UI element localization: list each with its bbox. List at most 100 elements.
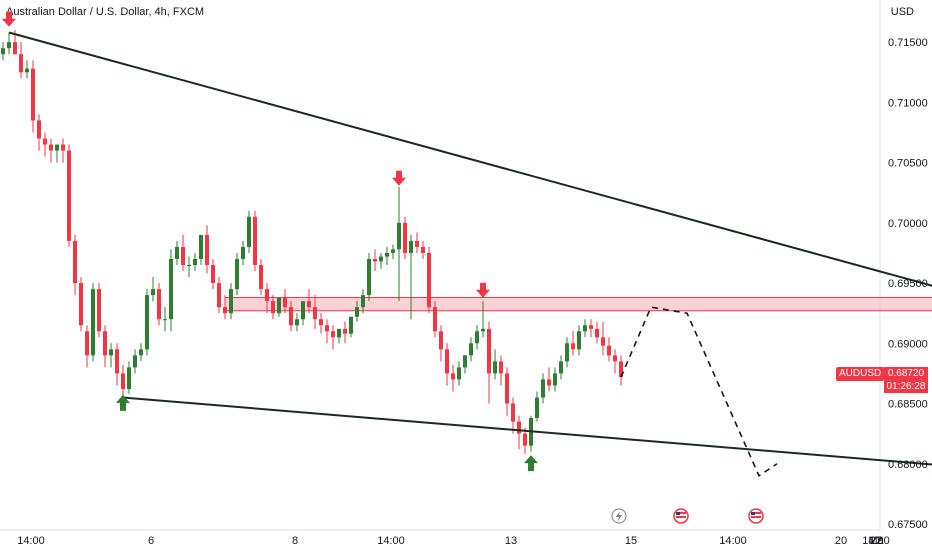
candle-body <box>295 319 299 326</box>
candle <box>517 415 521 450</box>
candle-body <box>445 349 449 374</box>
x-tick-label: 14:00 <box>17 535 45 547</box>
candle-body <box>361 295 365 308</box>
candle-body <box>397 222 401 250</box>
symbol-tag: AUDUSD <box>836 367 885 381</box>
candle-body <box>13 42 17 55</box>
candle-body <box>271 301 275 314</box>
candle <box>157 283 161 326</box>
candle-body <box>85 331 89 356</box>
x-tick-label: 22 <box>870 535 882 547</box>
us-flag-event-icon[interactable] <box>748 508 764 524</box>
candle-body <box>157 289 161 320</box>
candle-body <box>493 361 497 374</box>
candle <box>373 249 377 272</box>
candle <box>463 355 467 374</box>
candle <box>499 355 503 386</box>
candle-body <box>187 265 191 266</box>
candle-body <box>385 252 389 257</box>
candle <box>139 343 143 362</box>
candle-body <box>325 325 329 332</box>
candle-body <box>379 256 383 262</box>
candle <box>355 301 359 322</box>
x-tick-label: Ma <box>868 535 884 547</box>
candle <box>619 355 623 386</box>
candle <box>313 295 317 329</box>
candle <box>433 301 437 338</box>
candle <box>97 283 101 338</box>
candle-body <box>451 373 455 380</box>
countdown-tag: 01:26:28 <box>884 380 928 393</box>
x-tick-label: 20 <box>835 535 847 547</box>
candle-body <box>547 379 551 386</box>
candle-body <box>607 345 611 356</box>
candle-body <box>241 246 245 259</box>
candle-body <box>193 258 197 265</box>
candle <box>67 144 71 247</box>
candle-body <box>19 54 23 73</box>
candle-body <box>469 343 473 356</box>
candle-body <box>79 283 83 326</box>
us-flag-event-icon[interactable] <box>673 508 689 524</box>
upper-trendline <box>8 31 932 287</box>
candle <box>247 210 251 253</box>
candle <box>31 60 35 133</box>
candle <box>73 234 77 296</box>
y-tick-label: 0.70500 <box>888 158 928 170</box>
candle <box>493 349 497 380</box>
x-tick-label: 8 <box>292 535 298 547</box>
candle <box>451 364 455 392</box>
candle <box>475 325 479 350</box>
candle <box>445 343 449 386</box>
candle-body <box>481 328 485 332</box>
candle <box>409 234 413 320</box>
candle-body <box>7 42 11 49</box>
candle-body <box>265 289 269 302</box>
candle-body <box>259 265 263 290</box>
candle-body <box>355 307 359 317</box>
projection-path <box>620 306 778 477</box>
y-tick-label: 0.67500 <box>888 519 928 531</box>
up-arrow-marker <box>524 455 538 472</box>
candle <box>541 373 545 404</box>
candle <box>7 32 11 55</box>
candle-body <box>421 246 425 253</box>
candle <box>85 325 89 368</box>
candle <box>397 186 401 302</box>
candle-body <box>229 289 233 314</box>
candle-body <box>427 252 431 308</box>
x-tick-label: 14:00 <box>719 535 747 547</box>
candle-body <box>223 307 227 314</box>
candle-body <box>559 361 563 374</box>
candle <box>367 252 371 302</box>
candle-body <box>517 421 521 434</box>
candle <box>595 321 599 344</box>
candle <box>205 225 209 274</box>
candle-body <box>487 328 491 374</box>
candle <box>379 252 383 269</box>
candle <box>343 321 347 344</box>
candle <box>109 343 113 368</box>
candle <box>259 258 263 296</box>
candle-body <box>373 258 377 262</box>
candle-body <box>289 307 293 326</box>
candle <box>25 60 29 79</box>
candle <box>403 216 407 259</box>
y-tick-label: 0.71500 <box>888 37 928 49</box>
candle-body <box>163 319 167 321</box>
candle <box>103 325 107 368</box>
candle-body <box>67 150 71 241</box>
candle-body <box>511 403 515 422</box>
candle <box>457 361 461 386</box>
y-tick-label: 0.69500 <box>888 278 928 290</box>
y-tick-label: 0.70000 <box>888 218 928 230</box>
flash-event-icon[interactable] <box>611 508 627 524</box>
candle <box>211 258 215 290</box>
candle <box>553 367 557 392</box>
candle <box>217 277 221 314</box>
candle <box>187 256 191 278</box>
candle-body <box>127 367 131 390</box>
candle-body <box>475 331 479 344</box>
candle-body <box>115 349 119 374</box>
